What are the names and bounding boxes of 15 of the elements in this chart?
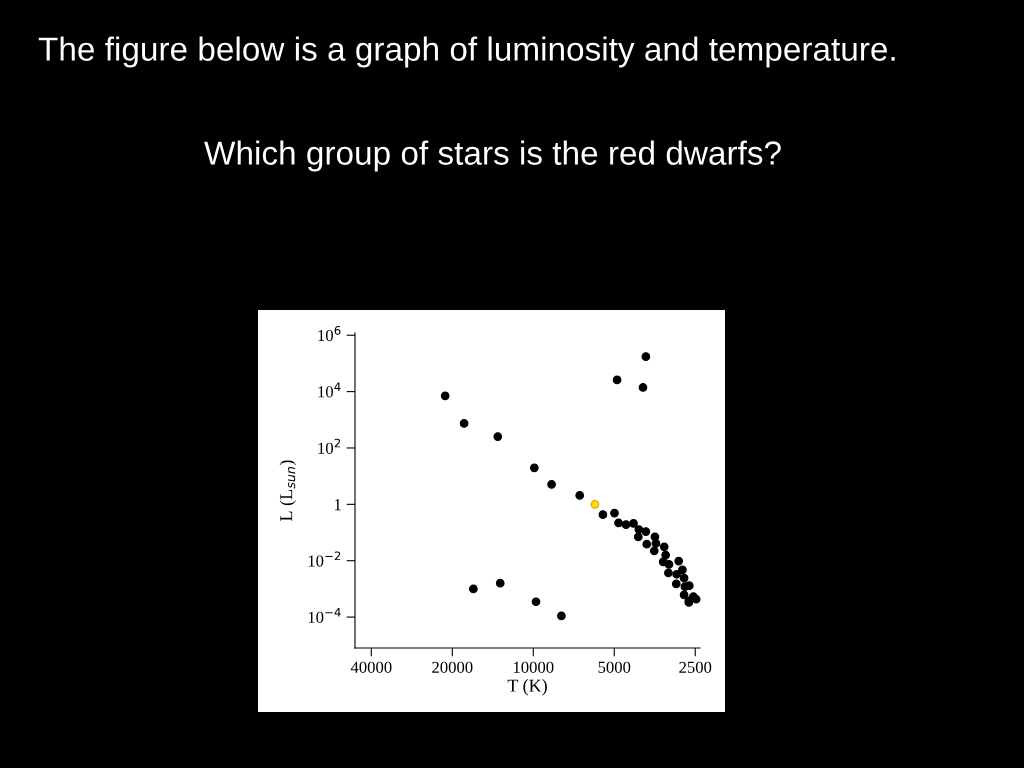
y-tick-label: 10$^{2}$ (318, 438, 341, 454)
y-tick-label: 10$^{4}$ (318, 382, 341, 398)
chart-title: The figure below is a graph of luminosity and temperature. (38, 36, 895, 68)
y-tick-label: 10$^{6}$ (318, 325, 341, 342)
chart-subtitle: Which group of stars is the red dwarfs? (204, 140, 781, 172)
x-tick-label: 20000 (432, 661, 473, 673)
x-tick-label: 40000 (350, 661, 392, 673)
y-tick-label: 10$^{−4}$ (308, 607, 341, 623)
y-axis-title: L (L$_{sun}$) (279, 460, 296, 521)
x-tick-label: 2500 (679, 661, 712, 673)
x-tick-label: 5000 (598, 661, 631, 673)
x-axis-title: T (K) (507, 679, 547, 696)
y-tick-label: 10$^{−2}$ (308, 551, 341, 567)
x-tick-label: 10000 (513, 661, 554, 673)
y-tick-label: 1 (334, 499, 341, 511)
